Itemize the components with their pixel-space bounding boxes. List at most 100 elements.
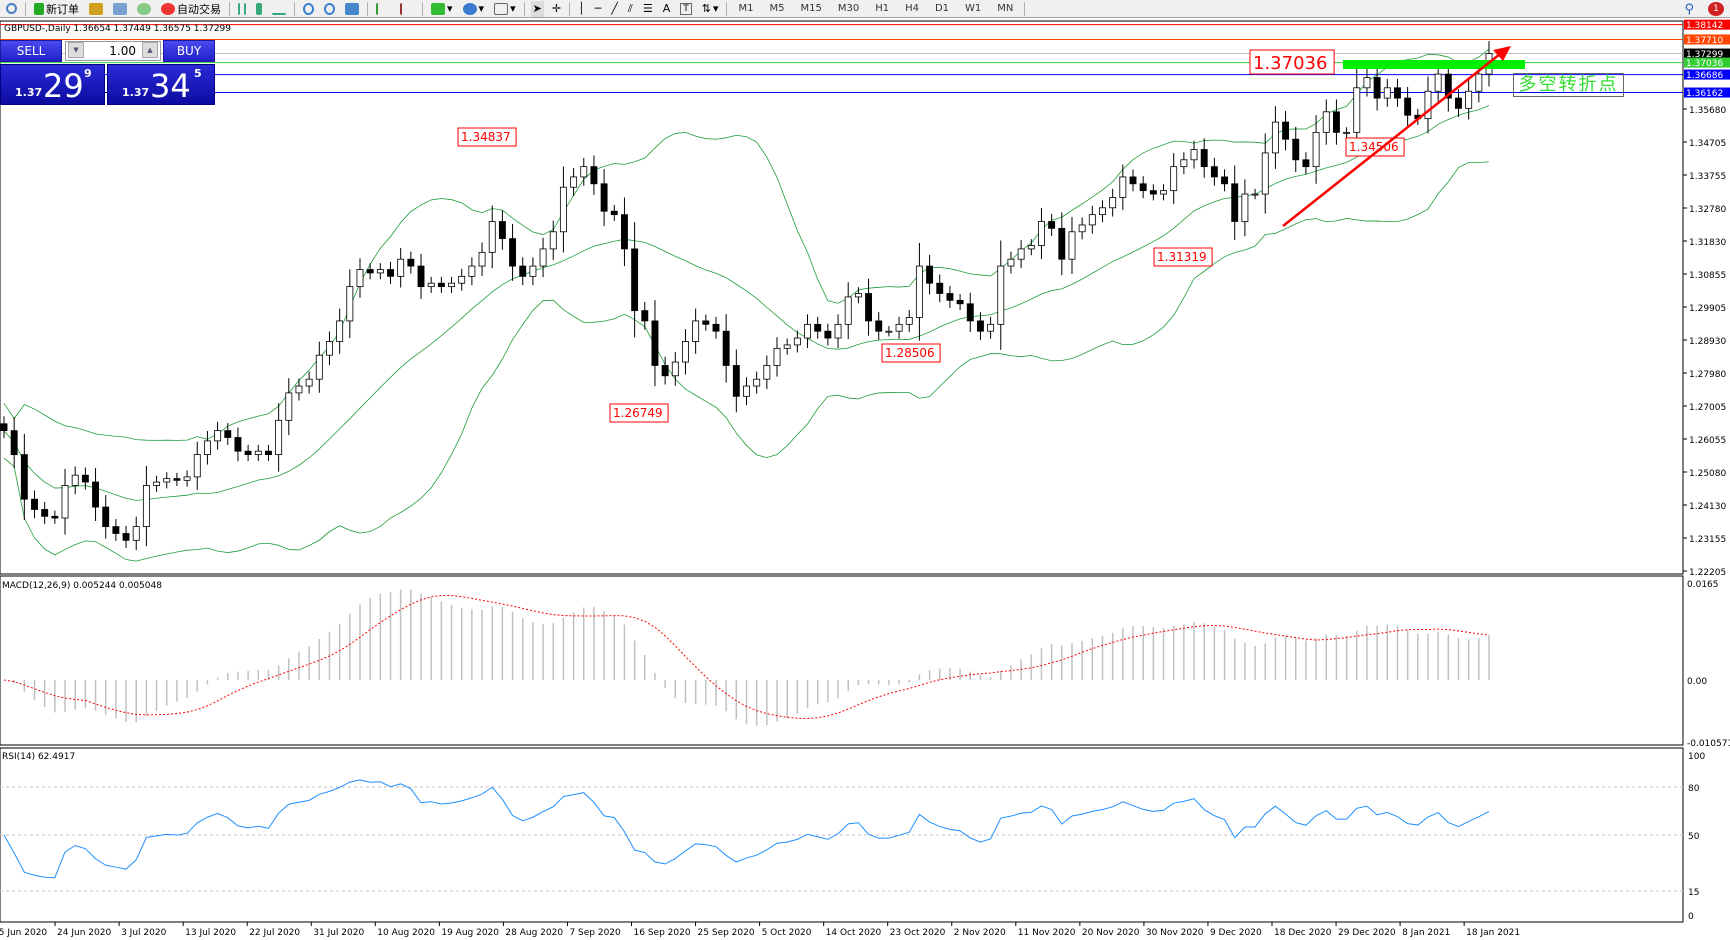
timeframe-h4[interactable]: H4 [905,3,919,14]
bar-chart-icon [238,2,246,15]
auto-trading-label: 自动交易 [177,2,221,16]
timeframe-m1[interactable]: M1 [738,3,754,14]
candle-body [1373,77,1381,99]
candle-body [712,323,720,332]
templates-button[interactable]: ▾ [492,1,518,17]
reversal-point-label[interactable]: 多空转折点 [1513,73,1624,97]
tile-windows-button[interactable] [343,1,361,17]
candle-body [1282,121,1290,140]
auto-trading-button[interactable]: 自动交易 [159,1,223,17]
date-label: 9 Dec 2020 [1210,928,1262,938]
sell-button[interactable]: SELL [0,40,62,62]
candle-body [549,231,557,250]
candle-body [875,320,883,332]
price-axis-label: 1.35680 [1689,106,1726,116]
candle-body [519,265,527,277]
notification-badge[interactable]: 1 [1708,2,1724,16]
candle-body [1302,159,1310,168]
cursor-button[interactable]: ➤ [530,0,544,17]
candle-body [61,485,69,519]
buy-price-pips: 34 [150,67,191,105]
volume-down-icon[interactable]: ▼ [68,42,84,58]
indicators-button[interactable]: ▾ [429,1,455,17]
periods-button[interactable]: ▾ [461,1,487,17]
candle-body [142,485,150,528]
timeframe-m15[interactable]: M15 [800,3,822,14]
fibonacci-button[interactable]: ☰ [641,1,655,17]
candle-body [122,533,130,541]
candle-body [987,323,995,332]
bar-chart-button[interactable] [236,1,248,17]
candle-body [285,392,293,421]
candle-body [10,430,18,456]
signals-button[interactable] [135,1,153,17]
date-label: 14 Oct 2020 [826,928,882,938]
vertical-line-button[interactable]: │ [576,1,587,17]
date-label: 3 Jul 2020 [121,928,166,938]
candle-body [427,282,435,288]
date-label: 2 Nov 2020 [954,928,1006,938]
zoom-out-icon [324,2,335,15]
candle-body [1404,97,1412,116]
timeframe-mn[interactable]: MN [997,3,1014,14]
text-button[interactable]: A [661,1,673,17]
trendline-button[interactable]: ╱ [609,1,620,17]
volume-input[interactable]: 1.00 [65,41,161,61]
date-label: 29 Dec 2020 [1338,928,1396,938]
price-label-box [881,343,941,363]
price-axis-label: 1.26055 [1689,436,1726,446]
candle-body [478,251,486,267]
date-label: 25 Sep 2020 [698,928,755,938]
timeframe-h1[interactable]: H1 [875,3,890,14]
buy-price[interactable]: 1.37 34 5 [107,64,215,105]
candle-body [1048,221,1056,229]
crosshair-button[interactable]: ✛ [550,1,563,17]
market-watch-button[interactable] [87,1,105,17]
candle-body [946,293,954,301]
autoscroll-button[interactable] [374,1,392,17]
one-click-trading-panel: SELL 1.00 ▼ ▲ BUY 1.37 29 9 1.37 34 5 [0,40,215,105]
candle-body [153,481,161,486]
horizontal-levels: 1.381421.377101.372991.370361.366861.361… [0,19,1730,99]
candle-chart-button[interactable] [254,1,264,17]
price-label-box [609,403,669,423]
volume-up-icon[interactable]: ▲ [142,42,158,58]
timeframe-d1[interactable]: D1 [934,3,950,14]
buy-button[interactable]: BUY [163,40,215,62]
candle-body [1017,248,1025,260]
timeframe-m5[interactable]: M5 [769,3,785,14]
equidistant-channel-button[interactable]: ⫽ [626,1,635,17]
timeframe-w1[interactable]: W1 [965,3,982,14]
level-tag-label: 1.36162 [1686,89,1723,99]
candle-body [1068,231,1076,260]
candle-body [163,478,171,483]
candle-body [1170,166,1178,192]
zoom-in-button[interactable] [301,1,316,17]
candle-body [254,450,262,456]
rsi-axis-label: 0 [1688,912,1694,922]
toolbar-divider [422,1,423,16]
price-label: 1.34506 [1349,140,1399,154]
zoom-out-button[interactable] [322,1,337,17]
timeframe-m30[interactable]: M30 [837,3,860,14]
tile-icon [345,2,359,15]
level-tag-label: 1.37299 [1686,50,1723,60]
chart-shift-button[interactable] [398,1,416,17]
zoom-search-button[interactable] [4,1,19,17]
sell-price[interactable]: 1.37 29 9 [0,64,105,105]
text-label-button[interactable]: T [678,1,694,17]
arrows-button[interactable]: ⇅ ▾ [701,2,719,15]
search-icon[interactable]: ⚲ [1684,1,1694,17]
horizontal-line-button[interactable]: ─ [593,1,604,17]
rsi-axis-label: 15 [1688,888,1699,898]
rsi-pane: RSI(14) 62.4917 [0,752,1683,892]
line-chart-button[interactable] [270,1,288,17]
navigator-button[interactable] [111,1,129,17]
chart-title: GBPUSD-,Daily 1.36654 1.37449 1.36575 1.… [4,24,231,34]
toolbar-divider [1024,1,1026,16]
date-label: 13 Jul 2020 [185,928,236,938]
date-label: 10 Aug 2020 [377,928,435,938]
sell-price-prefix: 1.37 [15,86,43,99]
new-order-button[interactable]: 新订单 [32,1,81,17]
